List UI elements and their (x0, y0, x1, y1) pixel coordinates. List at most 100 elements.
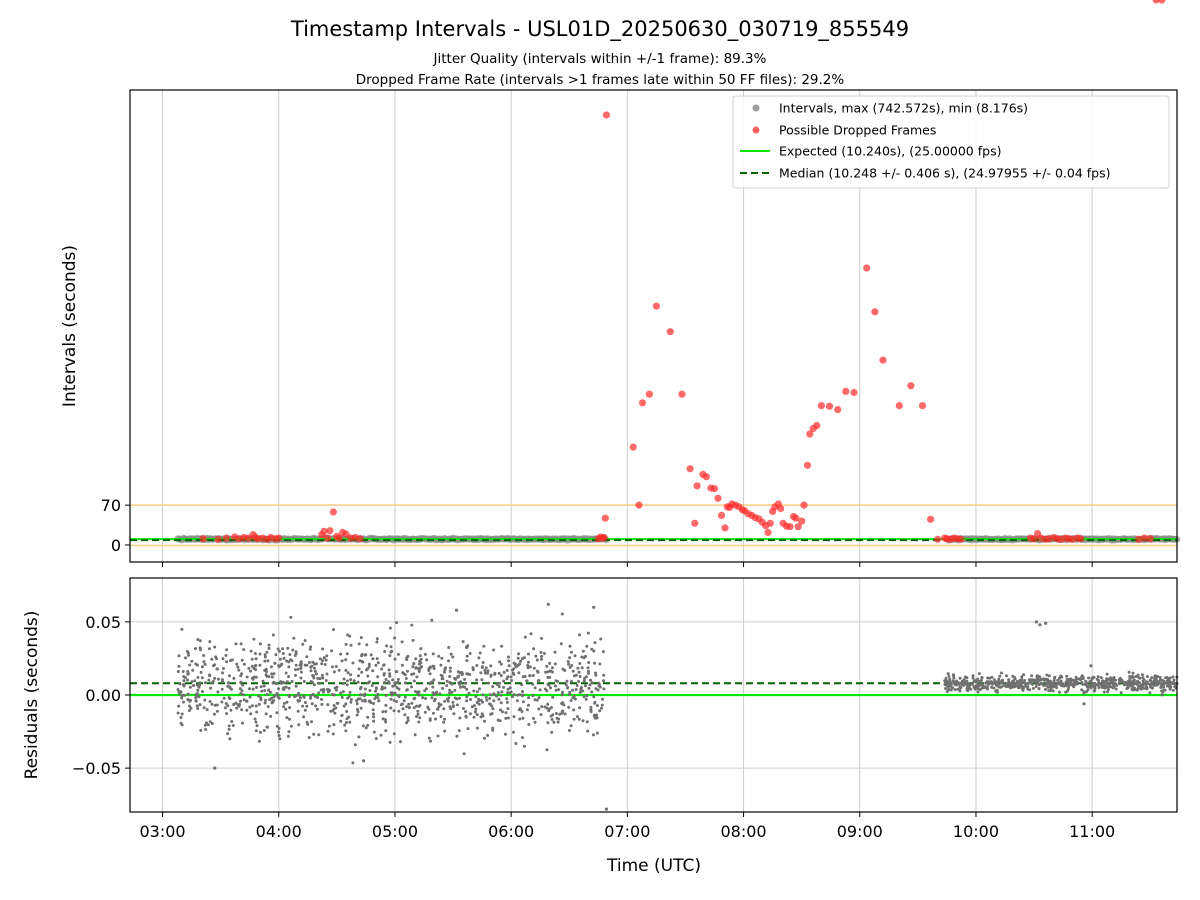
residual-point (1007, 685, 1011, 689)
residual-point (351, 761, 355, 765)
residual-point (592, 649, 596, 653)
residual-point (202, 706, 206, 710)
residual-point (986, 687, 989, 691)
residual-point (407, 706, 411, 710)
residual-point (584, 697, 588, 701)
residual-point (259, 696, 263, 700)
residual-point (239, 692, 243, 696)
residual-point (994, 689, 998, 693)
residual-point (505, 697, 509, 701)
residual-point (275, 682, 278, 686)
residual-point (180, 696, 184, 700)
residual-point (258, 663, 262, 667)
residual-point (182, 700, 185, 704)
residual-point (1001, 678, 1004, 682)
residual-point (412, 697, 416, 701)
residual-point (1045, 673, 1049, 677)
residual-point (282, 656, 286, 660)
residual-point (360, 654, 364, 658)
residual-point (516, 693, 520, 697)
residual-point (228, 697, 232, 701)
residual-point (226, 704, 230, 708)
residual-point (1022, 673, 1026, 677)
residual-point (1051, 681, 1055, 685)
residual-point (204, 728, 208, 731)
residual-point (393, 684, 397, 687)
residual-point (309, 696, 312, 700)
residual-point (1090, 682, 1094, 685)
residual-point (585, 720, 589, 724)
residual-point (567, 705, 571, 709)
residual-point (288, 706, 292, 710)
residual-point (250, 657, 254, 661)
residual-point (203, 723, 207, 727)
residual-point (198, 683, 202, 687)
residual-point (506, 687, 510, 691)
residual-point (1161, 685, 1165, 689)
residual-point (254, 720, 258, 724)
dropped-frame-point (1077, 535, 1085, 543)
residual-point (568, 644, 572, 648)
residual-point (525, 708, 529, 712)
residual-point (1168, 676, 1172, 680)
residual-point (302, 680, 306, 683)
intervals-legend: Intervals, max (742.572s), min (8.176s) … (732, 95, 1170, 189)
residual-point (990, 685, 994, 689)
residual-point (199, 728, 203, 732)
residual-point (1056, 682, 1060, 686)
residual-point (401, 671, 405, 675)
residual-point (310, 680, 314, 684)
residual-point (521, 690, 524, 693)
residual-point (331, 732, 335, 736)
intervals-panel: 0 70 Intervals (seconds) Intervals, max (… (60, 0, 1181, 567)
residual-point (388, 626, 392, 630)
residual-point (1159, 683, 1163, 687)
residual-point (499, 662, 503, 666)
residual-point (435, 690, 439, 694)
residual-point (1080, 688, 1084, 692)
residual-point (257, 694, 261, 698)
residual-point (388, 674, 392, 678)
residual-point (376, 675, 380, 679)
residual-point (562, 703, 566, 707)
residual-point (264, 698, 268, 702)
residual-point (297, 723, 301, 727)
residual-point (583, 684, 587, 688)
residual-point (423, 652, 427, 656)
residual-point (995, 680, 999, 684)
residual-point (272, 680, 276, 684)
residual-point (600, 706, 603, 710)
residual-point (203, 662, 207, 666)
dropped-frame-point (813, 421, 821, 430)
residual-point (255, 724, 259, 728)
residual-point (1031, 686, 1035, 690)
residual-point (594, 687, 598, 691)
residual-point (321, 690, 325, 694)
residual-point (1046, 685, 1050, 689)
residual-point (1044, 687, 1047, 691)
residual-outlier-point (1089, 664, 1093, 668)
residual-point (368, 689, 372, 692)
residuals-y-axis-label: Residuals (seconds) (22, 611, 42, 780)
residual-point (1066, 683, 1069, 687)
residual-point (232, 703, 236, 706)
residual-point (514, 742, 518, 745)
residual-point (413, 733, 417, 737)
residual-point (443, 699, 447, 703)
residual-point (465, 672, 469, 676)
residual-point (194, 699, 198, 703)
residual-point (341, 682, 345, 685)
residual-point (412, 662, 416, 666)
residual-point (597, 681, 601, 685)
residual-point (363, 687, 367, 691)
residual-point (550, 666, 554, 670)
residual-point (533, 720, 537, 724)
dropped-frame-point (777, 504, 785, 513)
residual-point (419, 647, 423, 651)
residual-point (1079, 678, 1082, 682)
residual-point (403, 681, 407, 685)
residual-point (589, 710, 593, 714)
residual-point (289, 658, 292, 662)
residual-point (986, 676, 990, 680)
residual-point (389, 650, 393, 654)
